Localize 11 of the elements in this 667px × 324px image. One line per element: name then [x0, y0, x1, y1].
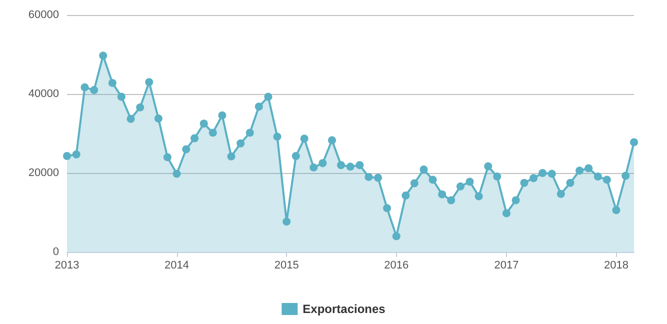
x-tick-label: 2018 — [604, 260, 628, 272]
y-tick-label: 60000 — [28, 9, 59, 21]
legend-label: Exportaciones — [302, 302, 386, 316]
y-tick-label: 0 — [52, 246, 59, 258]
x-tick-label: 2015 — [274, 260, 299, 272]
x-tick-label: 2017 — [494, 260, 519, 272]
x-tick-label: 2014 — [164, 260, 190, 272]
y-tick-label: 20000 — [28, 167, 59, 179]
x-tick-label: 2013 — [54, 260, 80, 272]
y-tick-label: 40000 — [28, 88, 59, 100]
x-tick-label: 2016 — [384, 260, 409, 272]
